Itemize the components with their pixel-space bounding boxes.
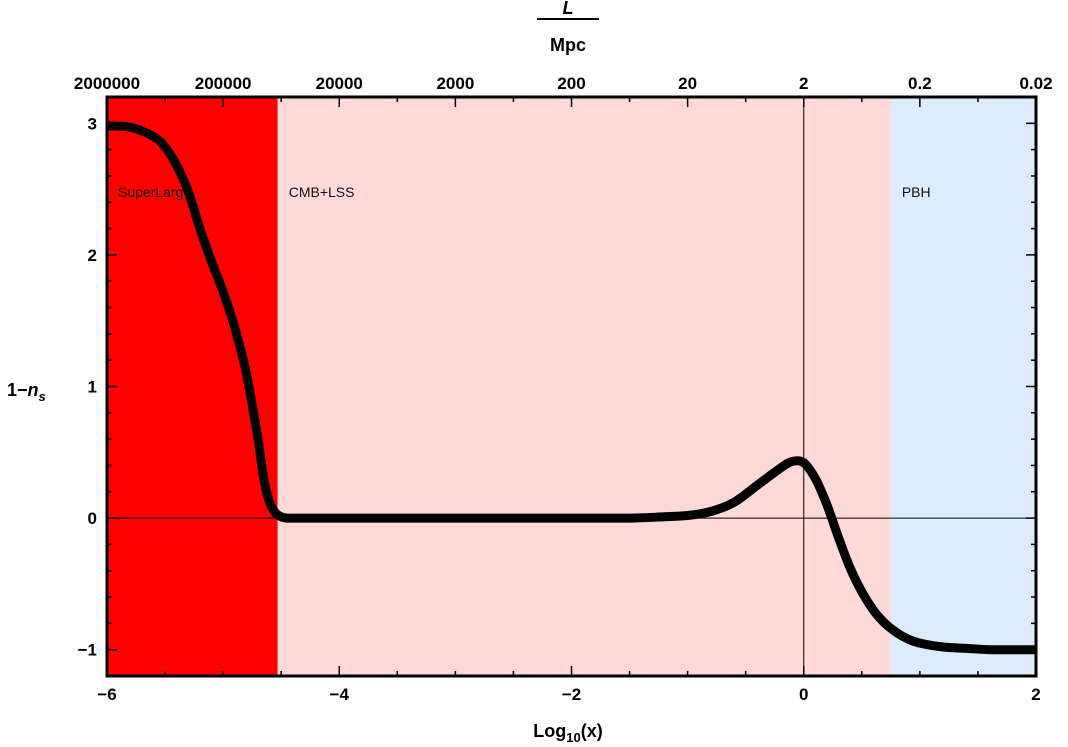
region-pbh xyxy=(890,97,1036,676)
x-tick-label: 0 xyxy=(799,685,808,704)
top-axis-denominator: Mpc xyxy=(550,35,586,55)
top-tick-label: 20000 xyxy=(316,74,363,93)
x-tick-labels: −6 −4 −2 0 2 xyxy=(97,685,1040,704)
top-tick-label: 20 xyxy=(678,74,697,93)
y-tick-label: 1 xyxy=(88,378,97,397)
x-tick-label: −6 xyxy=(97,685,116,704)
top-tick-label: 200000 xyxy=(195,74,252,93)
y-tick-label: 2 xyxy=(88,246,97,265)
region-labels: SuperLarg CMB+LSS PBH xyxy=(118,184,931,200)
top-tick-label: 2000000 xyxy=(74,74,140,93)
x-tick-label: −2 xyxy=(562,685,581,704)
top-tick-label: 0.2 xyxy=(908,74,932,93)
top-tick-labels: 2000000 200000 20000 2000 200 20 2 0.2 0.02 xyxy=(74,74,1053,93)
tick-marks xyxy=(106,96,1037,677)
y-tick-label: 3 xyxy=(88,114,97,133)
x-tick-label: 2 xyxy=(1031,685,1040,704)
y-axis-label: 1−ns xyxy=(7,380,46,404)
top-tick-label: 200 xyxy=(557,74,585,93)
region-label-pbh: PBH xyxy=(902,184,931,200)
top-tick-label: 2000 xyxy=(436,74,474,93)
top-tick-label: 2 xyxy=(799,74,808,93)
y-tick-label: 0 xyxy=(88,509,97,528)
region-label-superlarge: SuperLarg xyxy=(118,184,183,200)
region-label-cmb-lss: CMB+LSS xyxy=(289,184,355,200)
x-axis-label: Log10(x) xyxy=(533,721,602,745)
top-axis-label: L Mpc xyxy=(537,0,599,55)
series-line-0 xyxy=(106,121,1036,655)
x-tick-label: −4 xyxy=(330,685,350,704)
y-tick-labels: −1 0 1 2 3 xyxy=(78,114,97,659)
top-axis-numerator: L xyxy=(563,0,574,18)
top-tick-label: 0.02 xyxy=(1019,74,1052,93)
region-cmb-lss xyxy=(277,97,891,676)
y-tick-label: −1 xyxy=(78,641,97,660)
series-layer xyxy=(106,121,1036,655)
